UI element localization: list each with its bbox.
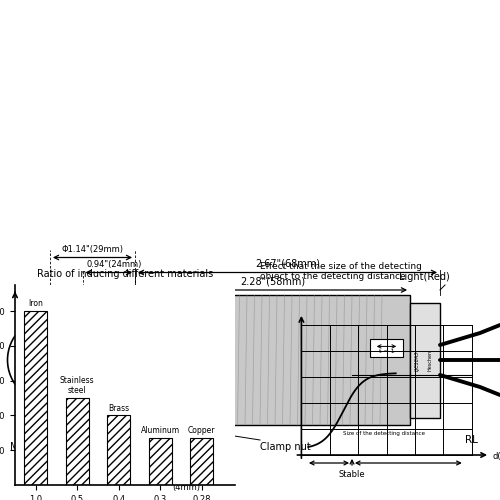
- Text: 0.15"
(4mm): 0.15" (4mm): [172, 472, 200, 492]
- Text: LJC18A3-: LJC18A3-: [415, 349, 420, 371]
- Text: Size of the detecting distance: Size of the detecting distance: [343, 430, 425, 436]
- Text: RL: RL: [465, 435, 478, 445]
- Bar: [149, 438, 172, 485]
- Text: Heschen: Heschen: [428, 350, 432, 370]
- Text: 2.28"(58mm): 2.28"(58mm): [240, 276, 305, 286]
- Bar: [175, 288, 186, 432]
- Bar: [190, 438, 213, 485]
- Text: Aluminum: Aluminum: [140, 426, 180, 436]
- Bar: [108, 416, 130, 485]
- Bar: [410, 302, 440, 418]
- Bar: [24, 311, 47, 485]
- Text: Iron: Iron: [28, 300, 43, 308]
- Text: Brass: Brass: [108, 404, 130, 413]
- Bar: [66, 398, 88, 485]
- Text: 2.67"(68mm): 2.67"(68mm): [255, 259, 320, 269]
- Text: 0.94"(24mm): 0.94"(24mm): [86, 260, 142, 269]
- Title: Ratio of inducing different materials: Ratio of inducing different materials: [37, 268, 213, 278]
- Bar: [162, 296, 172, 424]
- Text: M18X1: M18X1: [10, 442, 43, 452]
- Bar: [370, 340, 402, 357]
- Text: Φ1.14"(29mm): Φ1.14"(29mm): [62, 245, 124, 254]
- Text: Stable: Stable: [338, 470, 365, 479]
- Text: Effect that the size of the detecting
object to the detecting distance: Effect that the size of the detecting ob…: [260, 262, 422, 281]
- Text: Light(Red): Light(Red): [399, 272, 450, 282]
- Text: t = 1: t = 1: [378, 349, 394, 354]
- Text: Stainless
steel: Stainless steel: [60, 376, 94, 396]
- Text: d(mm): d(mm): [492, 452, 500, 462]
- Bar: [135, 295, 410, 425]
- Bar: [186, 288, 198, 432]
- Bar: [32, 318, 45, 402]
- Text: Copper: Copper: [188, 426, 216, 436]
- Text: Clamp nut: Clamp nut: [260, 442, 311, 452]
